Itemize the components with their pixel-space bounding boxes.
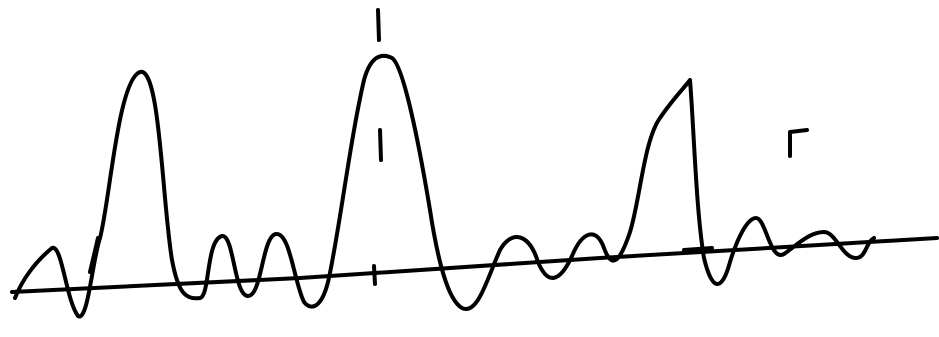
tick-middle (380, 130, 381, 160)
sketch (0, 0, 939, 337)
tick-top (378, 10, 379, 40)
page (0, 0, 939, 337)
tick-bottom (374, 266, 375, 284)
dash (684, 248, 712, 250)
